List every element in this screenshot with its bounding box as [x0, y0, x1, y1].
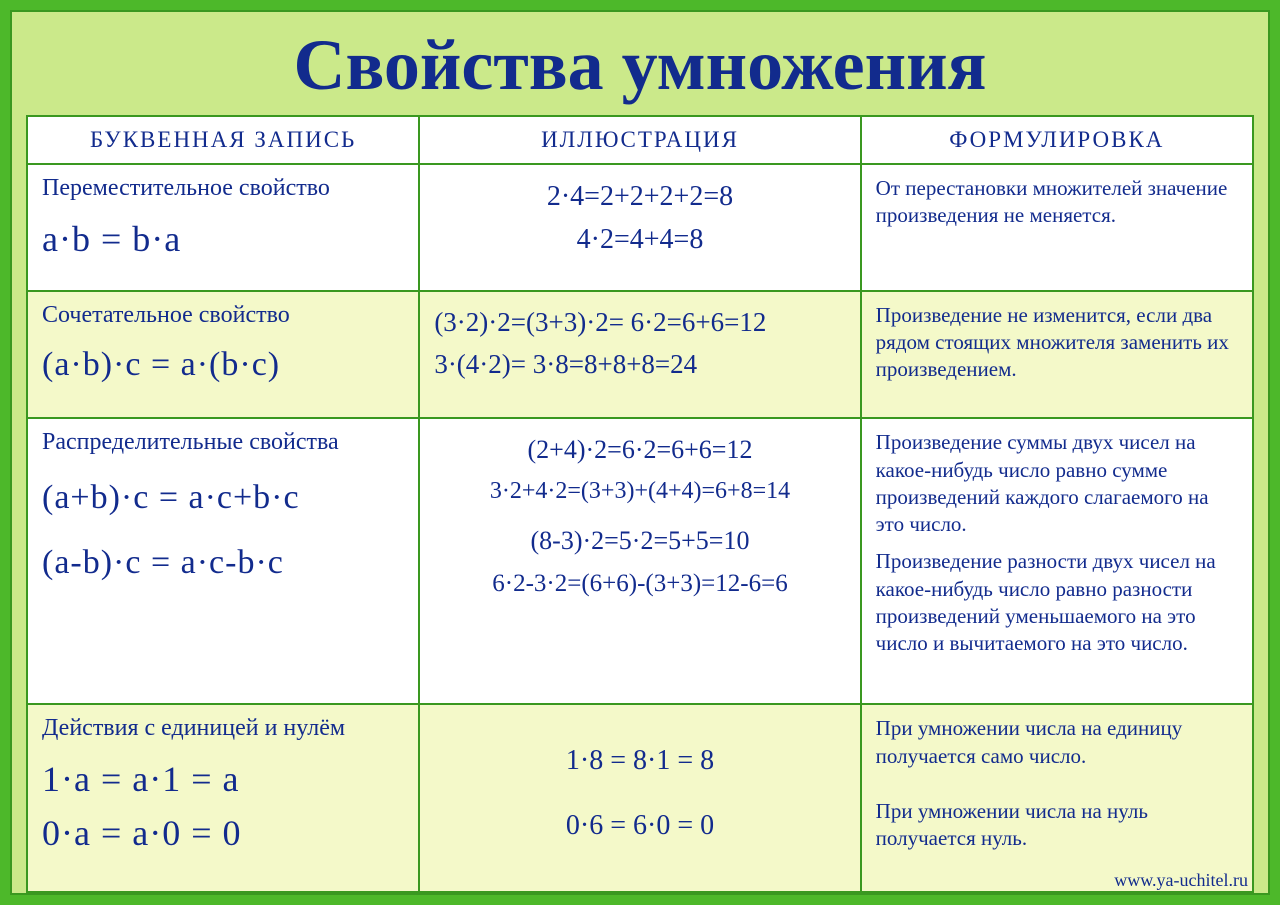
cell-notation: Действия с единицей и нулём 1·a = a·1 = …: [27, 704, 419, 892]
desc-para: От перестановки множителей значение прои…: [876, 175, 1238, 230]
table-row: Действия с единицей и нулём 1·a = a·1 = …: [27, 704, 1253, 892]
desc-para: Произведение разности двух чисел на како…: [876, 548, 1238, 657]
cell-illustration: 1·8 = 8·1 = 8 0·6 = 6·0 = 0: [419, 704, 860, 892]
illus-line: 0·6 = 6·0 = 0: [434, 794, 845, 858]
cell-illustration: 2·4=2+2+2+2=8 4·2=4+4=8: [419, 164, 860, 291]
formula-text: (a+b)·c = a·c+b·c: [42, 466, 404, 531]
illus-line: 4·2=4+4=8: [434, 218, 845, 261]
formula-text: a·b = b·a: [42, 212, 404, 266]
formula-text: (a-b)·c = a·c-b·c: [42, 531, 404, 596]
desc-para: Произведение суммы двух чисел на какое-н…: [876, 429, 1238, 538]
cell-illustration: (2+4)·2=6·2=6+6=12 3·2+4·2=(3+3)+(4+4)=6…: [419, 418, 860, 704]
cell-formulation: От перестановки множителей значение прои…: [861, 164, 1253, 291]
cell-notation: Распределительные свойства (a+b)·c = a·c…: [27, 418, 419, 704]
illus-line: (8-3)·2=5·2=5+5=10: [434, 520, 845, 563]
formula-text: 0·a = a·0 = 0: [42, 806, 404, 860]
property-name: Действия с единицей и нулём: [42, 715, 404, 742]
table-row: Распределительные свойства (a+b)·c = a·c…: [27, 418, 1253, 704]
table-row: Переместительное свойство a·b = b·a 2·4=…: [27, 164, 1253, 291]
table-header-row: БУКВЕННАЯ ЗАПИСЬ ИЛЛЮСТРАЦИЯ ФОРМУЛИРОВК…: [27, 116, 1253, 164]
cell-formulation: Произведение не изменится, если два рядо…: [861, 291, 1253, 419]
poster-title: Свойства умножения: [12, 12, 1268, 115]
property-name: Сочетательное свойство: [42, 302, 404, 329]
cell-illustration: (3·2)·2=(3+3)·2= 6·2=6+6=12 3·(4·2)= 3·8…: [419, 291, 860, 419]
poster-panel: Свойства умножения БУКВЕННАЯ ЗАПИСЬ ИЛЛЮ…: [10, 10, 1270, 895]
illus-line: 2·4=2+2+2+2=8: [434, 175, 845, 218]
table-row: Сочетательное свойство (a·b)·c = a·(b·c)…: [27, 291, 1253, 419]
desc-para: Произведение не изменится, если два рядо…: [876, 302, 1238, 384]
illus-line: (3·2)·2=(3+3)·2= 6·2=6+6=12: [434, 302, 845, 344]
cell-formulation: Произведение суммы двух чисел на какое-н…: [861, 418, 1253, 704]
header-illustration: ИЛЛЮСТРАЦИЯ: [419, 116, 860, 164]
illus-line: 6·2-3·2=(6+6)-(3+3)=12-6=6: [434, 563, 845, 604]
footer-url: www.ya-uchitel.ru: [1114, 870, 1248, 891]
formula-text: (a·b)·c = a·(b·c): [42, 339, 404, 390]
cell-formulation: При умножении числа на единицу получаетс…: [861, 704, 1253, 892]
properties-table: БУКВЕННАЯ ЗАПИСЬ ИЛЛЮСТРАЦИЯ ФОРМУЛИРОВК…: [26, 115, 1254, 893]
property-name: Переместительное свойство: [42, 175, 404, 202]
property-name: Распределительные свойства: [42, 429, 404, 456]
header-letter-notation: БУКВЕННАЯ ЗАПИСЬ: [27, 116, 419, 164]
illus-line: 3·(4·2)= 3·8=8+8+8=24: [434, 344, 845, 386]
header-formulation: ФОРМУЛИРОВКА: [861, 116, 1253, 164]
cell-notation: Сочетательное свойство (a·b)·c = a·(b·c): [27, 291, 419, 419]
formula-text: 1·a = a·1 = a: [42, 752, 404, 806]
desc-para: При умножении числа на нуль получается н…: [876, 798, 1238, 853]
cell-notation: Переместительное свойство a·b = b·a: [27, 164, 419, 291]
illus-line: 3·2+4·2=(3+3)+(4+4)=6+8=14: [434, 472, 845, 512]
illus-line: 1·8 = 8·1 = 8: [434, 729, 845, 793]
illus-line: (2+4)·2=6·2=6+6=12: [434, 429, 845, 472]
desc-para: При умножении числа на единицу получаетс…: [876, 715, 1238, 770]
